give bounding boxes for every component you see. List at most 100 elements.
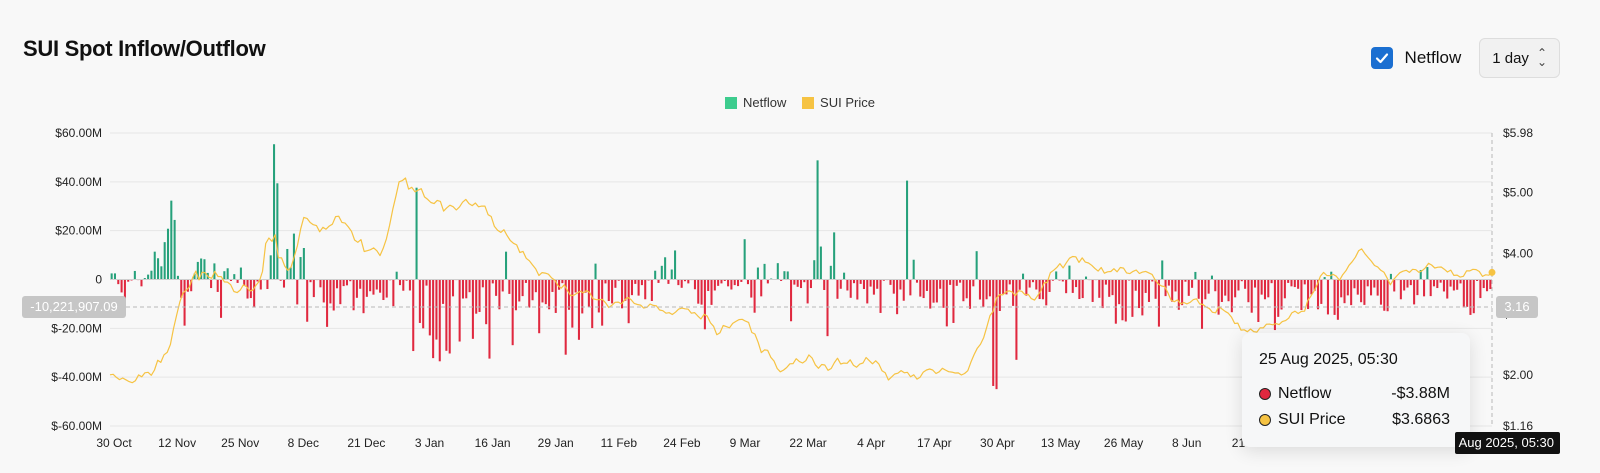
- netflow-bar: [143, 278, 146, 280]
- netflow-bar: [780, 279, 783, 281]
- netflow-bar: [415, 187, 418, 280]
- netflow-bar: [932, 279, 935, 303]
- netflow-checkbox[interactable]: [1370, 47, 1393, 69]
- netflow-bar: [173, 219, 176, 280]
- crosshair-x-label: Aug 2025, 05:30: [1455, 432, 1560, 454]
- netflow-bar: [1323, 277, 1326, 280]
- x-tick-label: 30 Apr: [980, 436, 1015, 450]
- legend-item-netflow[interactable]: Netflow: [725, 95, 786, 110]
- netflow-bar: [959, 279, 962, 283]
- netflow-bar: [365, 279, 368, 297]
- netflow-bar: [1459, 279, 1462, 284]
- netflow-bar: [554, 279, 557, 313]
- netflow-bar: [359, 279, 362, 289]
- x-tick-label: 11 Feb: [601, 436, 638, 450]
- netflow-bar: [945, 279, 948, 327]
- crosshair-right-value: 3.16: [1496, 296, 1538, 318]
- netflow-bar: [133, 270, 136, 280]
- netflow-toggle-label[interactable]: Netflow: [1404, 48, 1462, 67]
- y-left-tick-label: $60.00M: [55, 126, 102, 140]
- netflow-bar: [1333, 279, 1336, 315]
- netflow-bar: [1028, 279, 1031, 288]
- netflow-bar: [322, 279, 325, 303]
- netflow-bar: [223, 271, 226, 280]
- netflow-bar: [1108, 279, 1111, 297]
- y-left-tick-label: $-20.00M: [51, 321, 102, 335]
- netflow-bar: [448, 279, 451, 354]
- netflow-bar: [1038, 279, 1041, 300]
- netflow-bar: [518, 279, 521, 302]
- netflow-bar: [1297, 279, 1300, 289]
- netflow-bar: [140, 279, 143, 287]
- netflow-bar: [302, 248, 305, 280]
- netflow-bar: [839, 279, 842, 289]
- netflow-bar: [362, 279, 365, 314]
- netflow-bar: [1287, 279, 1290, 283]
- netflow-bar: [180, 279, 183, 298]
- netflow-bar: [229, 279, 232, 281]
- netflow-bar: [398, 279, 402, 286]
- netflow-bar: [521, 279, 524, 297]
- netflow-bar: [594, 263, 597, 280]
- netflow-bar: [481, 279, 484, 288]
- netflow-bar: [621, 279, 624, 309]
- netflow-bar: [640, 279, 643, 286]
- tooltip-row-netflow: Netflow -$3.88M: [1259, 385, 1450, 403]
- netflow-bar: [720, 279, 723, 284]
- price-marker: [1488, 268, 1496, 276]
- period-select[interactable]: 1 day ⌃ ⌄: [1479, 38, 1560, 78]
- netflow-bar: [693, 279, 696, 290]
- netflow-bar: [1157, 279, 1160, 327]
- netflow-bar: [829, 265, 832, 280]
- netflow-bar: [644, 279, 647, 300]
- netflow-bar: [564, 279, 567, 355]
- netflow-bar: [929, 279, 932, 309]
- netflow-bar: [352, 279, 355, 311]
- netflow-bar: [1015, 279, 1018, 360]
- netflow-bar: [919, 279, 922, 297]
- netflow-bar: [587, 279, 590, 308]
- netflow-bar: [1393, 279, 1396, 292]
- netflow-bar: [670, 269, 673, 280]
- netflow-bar: [852, 279, 856, 284]
- netflow-bar: [717, 279, 720, 286]
- netflow-bar: [1313, 279, 1316, 291]
- x-tick-label: 21 Dec: [347, 436, 385, 450]
- netflow-bar: [1247, 279, 1250, 303]
- netflow-bar: [157, 258, 160, 280]
- netflow-bar: [123, 279, 126, 307]
- netflow-bar: [1462, 279, 1465, 308]
- netflow-bar: [1326, 279, 1329, 315]
- netflow-bar: [1366, 279, 1369, 287]
- netflow-bar: [813, 260, 816, 280]
- netflow-bar: [468, 279, 471, 293]
- netflow-bar: [1151, 279, 1154, 282]
- netflow-bar: [1432, 279, 1436, 287]
- netflow-bar: [451, 279, 455, 297]
- netflow-bar: [766, 279, 769, 284]
- netflow-bar: [216, 279, 219, 292]
- netflow-bar: [892, 279, 895, 294]
- netflow-bar: [872, 279, 875, 295]
- y-left-tick-label: $-40.00M: [51, 370, 102, 384]
- netflow-bar: [1022, 273, 1025, 280]
- netflow-bar: [153, 251, 156, 280]
- netflow-bar: [1204, 279, 1207, 300]
- netflow-bar: [385, 279, 388, 298]
- y-left-tick-label: $40.00M: [55, 175, 102, 189]
- netflow-bar: [511, 279, 514, 346]
- netflow-bar: [1350, 279, 1353, 306]
- netflow-bar: [1429, 279, 1432, 297]
- netflow-bar: [607, 279, 610, 301]
- netflow-bar: [899, 279, 902, 290]
- y-right-tick-label: $2.00: [1503, 368, 1533, 382]
- netflow-bar: [335, 279, 339, 289]
- netflow-bar: [614, 279, 617, 288]
- netflow-bar: [528, 279, 531, 308]
- legend-item-price[interactable]: SUI Price: [802, 95, 875, 110]
- netflow-bar: [1479, 279, 1482, 299]
- netflow-bar: [1071, 279, 1074, 293]
- netflow-bar: [1055, 271, 1058, 280]
- netflow-bar: [1035, 279, 1038, 290]
